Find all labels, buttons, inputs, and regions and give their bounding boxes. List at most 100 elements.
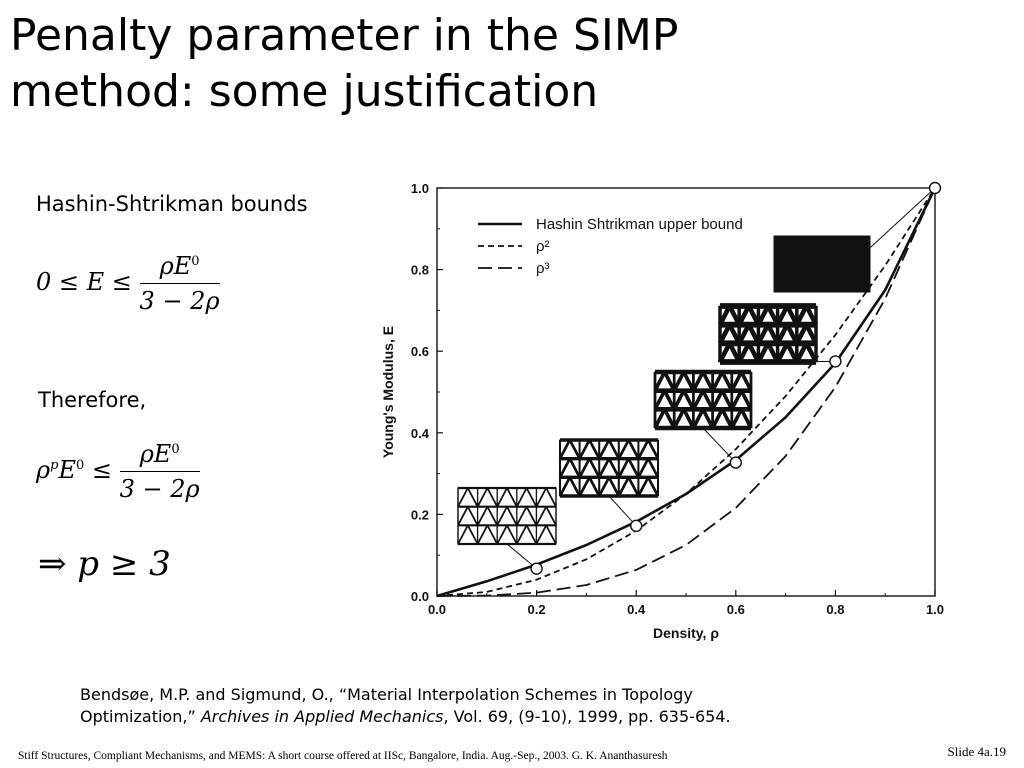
data-marker (729, 456, 742, 469)
lattice-bar (457, 524, 469, 545)
lattice-bar (737, 323, 751, 345)
chart-curves (436, 187, 937, 598)
inset-leader (608, 495, 637, 527)
inset-solid (773, 235, 871, 293)
y-tick-label: 0.8 (411, 263, 429, 278)
eq2-E: E (58, 456, 76, 484)
lattice-bar (720, 371, 734, 392)
lattice-bar (717, 323, 732, 345)
lattice-bar (720, 389, 734, 411)
lattice-bar (607, 439, 621, 460)
slide-title: Penalty parameter in the SIMP method: so… (10, 8, 790, 120)
lattice-bar (535, 487, 547, 508)
slide-footer: Stiff Structures, Compliant Mechanisms, … (18, 750, 668, 762)
lattice-bar (672, 408, 686, 429)
chart-markers (530, 181, 942, 575)
lattice-bar (535, 524, 547, 545)
lattice-bar (525, 524, 538, 545)
lattice-bar (804, 342, 819, 364)
lattice-bar (785, 304, 799, 326)
lattice-bar (653, 371, 667, 392)
lattice-bar (682, 389, 696, 411)
lattice-bar (756, 323, 771, 345)
lattice-bar (545, 487, 557, 508)
microstructure-inset (558, 438, 660, 527)
reference: Bendsøe, M.P. and Sigmund, O., “Material… (80, 684, 860, 728)
lattice-bar (627, 439, 640, 460)
lattice-bar (730, 371, 744, 392)
lattice-bar (691, 371, 705, 392)
lattice-bar (496, 524, 508, 545)
lattice-bar (765, 342, 780, 364)
lattice-bar (617, 458, 630, 478)
lattice-bar (646, 458, 660, 478)
lattice-bar (653, 408, 667, 429)
lattice-bar (662, 408, 676, 429)
therefore-text: Therefore, (38, 388, 147, 412)
inset-leader (506, 543, 537, 570)
lattice-bar (739, 371, 753, 392)
lattice-bar (558, 476, 572, 497)
lattice-bar (535, 506, 547, 526)
lattice-bar (588, 439, 601, 460)
bounds-heading: Hashin-Shtrikman bounds (36, 192, 308, 216)
y-tick-label: 0.2 (411, 507, 429, 522)
eq1-left: 0 ≤ E ≤ (36, 268, 132, 296)
lattice-bar (627, 476, 640, 497)
lattice-bar (653, 389, 667, 411)
lattice-bar (486, 487, 498, 508)
lattice-bar (717, 342, 732, 364)
lattice-bar (720, 408, 734, 429)
lattice-bar (746, 323, 761, 345)
chart-insets (457, 187, 936, 570)
lattice-bar (558, 439, 572, 460)
lattice-bar (691, 408, 705, 429)
lattice-bar (737, 342, 751, 364)
journal-name: Archives in Applied Mechanics (200, 707, 444, 726)
lattice-bar (794, 342, 809, 364)
lattice-bar (737, 304, 751, 326)
microstructure-inset (457, 486, 557, 570)
x-tick-label: 0.0 (428, 602, 446, 617)
title-line-2: method: some justification (10, 66, 599, 117)
lattice-bar (568, 458, 581, 478)
series-line-2 (436, 187, 936, 597)
lattice-bar (730, 389, 744, 411)
lattice-bar (756, 304, 771, 326)
lattice-bar (710, 371, 724, 392)
lattice-bar (597, 458, 611, 478)
lattice-bar (627, 458, 640, 478)
lattice-bar (775, 323, 790, 345)
lattice-bar (496, 487, 508, 508)
eq2-rho: ρ (36, 456, 51, 484)
lattice-bar (637, 458, 650, 478)
y-tick-label: 0.6 (411, 344, 429, 359)
title-line-1: Penalty parameter in the SIMP (10, 10, 679, 61)
lattice-bar (775, 342, 790, 364)
lattice-bar (558, 458, 572, 478)
legend-label: ρ² (536, 238, 550, 255)
lattice-bar (525, 487, 538, 508)
x-tick-label: 0.4 (627, 602, 646, 617)
lattice-bar (765, 323, 780, 345)
lattice-bar (691, 389, 705, 411)
lattice-bar (765, 304, 780, 326)
lattice-bar (710, 408, 724, 429)
lattice-bar (785, 323, 799, 345)
lattice-bar (467, 506, 479, 526)
modulus-density-chart: 0.0 0.2 0.4 0.6 0.8 1.0 0.0 0.2 0.4 0.6 0.8 1.0 Has… (380, 181, 944, 641)
x-tick-label: 1.0 (926, 602, 944, 617)
lattice-bar (672, 389, 686, 411)
lattice-bar (506, 524, 518, 545)
lattice-bar (746, 342, 761, 364)
lattice-bar (637, 476, 650, 497)
inset-leader (702, 427, 737, 463)
lattice-bar (607, 476, 621, 497)
y-tick-label: 0.0 (411, 589, 429, 604)
lattice-bar (607, 458, 621, 478)
lattice-bar (578, 439, 591, 460)
data-marker (829, 355, 842, 368)
lattice-bar (476, 487, 489, 508)
eq2-numerator: ρE (139, 440, 172, 468)
lattice-bar (506, 487, 518, 508)
